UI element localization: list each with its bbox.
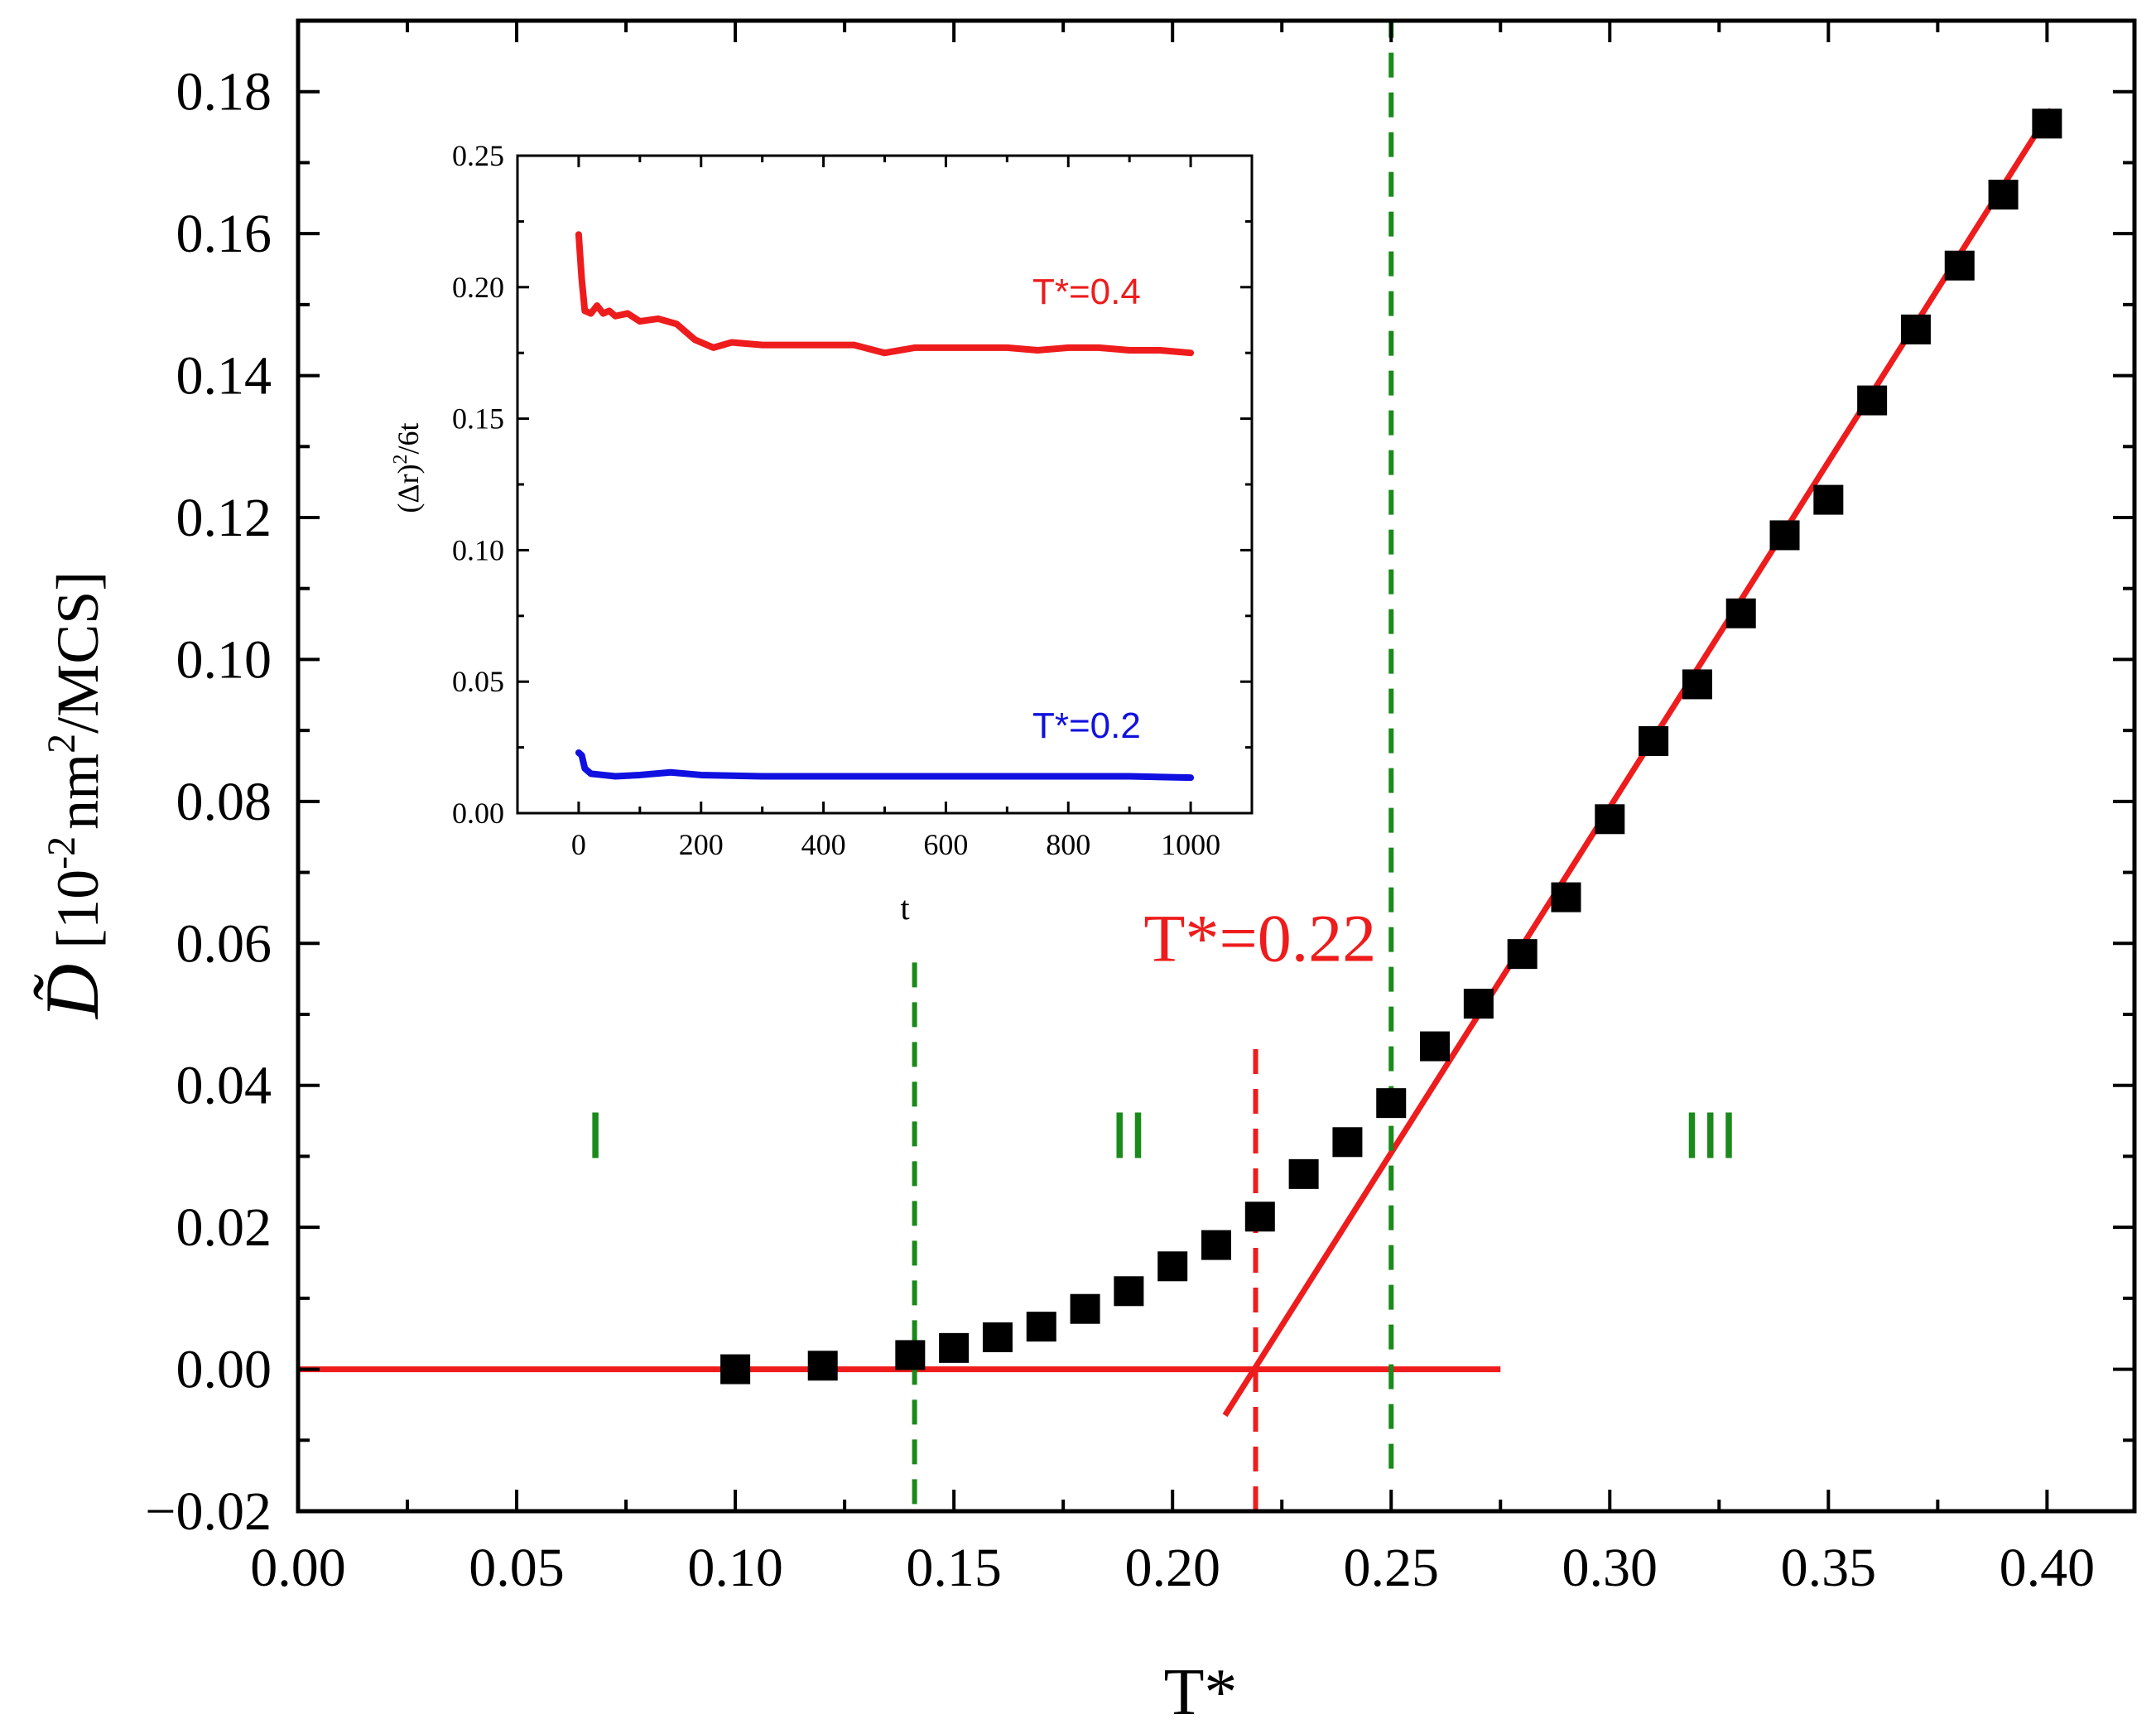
data-point: [1114, 1276, 1144, 1307]
inset-y-tick-label: 0.15: [452, 402, 504, 436]
data-point: [895, 1340, 926, 1370]
y-tick-label: 0.04: [176, 1056, 272, 1116]
inset-y-tick-label: 0.10: [452, 533, 504, 566]
inset-y-tick-label: 0.20: [452, 271, 504, 304]
threshold-annotation: T*=0.22: [1143, 901, 1376, 976]
data-point: [1944, 250, 1975, 281]
data-point: [939, 1332, 970, 1363]
x-tick-label: 0.25: [1343, 1538, 1439, 1598]
data-point: [1376, 1088, 1407, 1119]
data-point: [1463, 989, 1494, 1019]
x-tick-label: 0.30: [1562, 1538, 1658, 1598]
data-point: [1595, 804, 1625, 835]
main-chart-marks: T*=0.22I II III: [298, 21, 2062, 1511]
x-tick-label: 0.00: [250, 1538, 346, 1598]
data-point: [1244, 1202, 1275, 1232]
region-label-1: I: [586, 1099, 604, 1173]
y-tick-label: 0.16: [176, 204, 272, 264]
x-tick-label: 0.05: [469, 1538, 565, 1598]
inset-x-tick-label: 600: [923, 828, 968, 861]
inset-y-axis-label-exp: 2: [390, 454, 411, 464]
x-tick-label: 0.20: [1124, 1538, 1220, 1598]
inset-x-tick-label: 0: [571, 828, 586, 861]
inset-y-tick-label: 0.05: [452, 665, 504, 698]
fit-line-1: [1222, 108, 2054, 1418]
data-point: [720, 1354, 751, 1384]
inset-x-tick-label: 400: [801, 828, 846, 861]
y-tick-label: 0.12: [176, 488, 272, 548]
y-tick-label: 0.14: [176, 346, 272, 407]
main-chart-frame: 0.00 0.05 0.10 0.15 0.20 0.25 0.30 0.35 0.40 −0.0…: [145, 18, 2137, 1598]
y-axis-label-close: /MCS]: [45, 571, 111, 734]
y-tick-label: 0.00: [176, 1340, 272, 1400]
data-point: [1157, 1251, 1188, 1282]
data-point: [1639, 726, 1669, 756]
inset-y-tick-label: 0.00: [452, 797, 504, 830]
y-axis-label: D̃ [10-2 nm2/MCS]: [30, 571, 114, 1021]
y-tick-label: −0.02: [145, 1481, 272, 1542]
x-tick-label: 0.35: [1781, 1538, 1877, 1598]
inset-label-low-temp: T*=0.2: [1032, 705, 1141, 746]
data-point: [1769, 520, 1800, 551]
data-point: [2032, 108, 2062, 139]
y-axis-label-symbol: D̃: [30, 964, 114, 1020]
x-tick-label: 0.15: [906, 1538, 1002, 1598]
inset-x-axis-label: t: [900, 889, 909, 927]
inset-x-tick-label: 200: [679, 828, 724, 861]
data-point: [1857, 385, 1888, 416]
inset-y-axis-label: (Δr)2/6t: [390, 422, 425, 513]
inset-y-tick-label: 0.25: [452, 139, 504, 172]
data-point: [1725, 598, 1756, 628]
y-tick-label: 0.08: [176, 772, 272, 832]
y-axis-label-mid: nm: [45, 754, 111, 830]
inset-series-high-temp: [575, 231, 1195, 357]
data-point: [807, 1351, 838, 1381]
y-axis-label-exp2: 2: [40, 734, 84, 754]
data-point: [1682, 669, 1712, 700]
region-label-3: III: [1682, 1099, 1738, 1173]
inset-plot-frame: [516, 154, 1254, 815]
inset-chart: 0 200 400 600 800 1000 0.00 0.05 0.10 0.15 0.20 0.2…: [452, 139, 1254, 861]
x-axis-label: T*: [1164, 1656, 1238, 1724]
data-point: [1551, 882, 1581, 913]
data-point: [1332, 1127, 1363, 1158]
y-axis-label-open: [10: [45, 869, 111, 964]
data-point: [1507, 939, 1538, 970]
x-tick-label: 0.10: [687, 1538, 783, 1598]
inset-label-high-temp: T*=0.4: [1032, 272, 1141, 312]
y-tick-label: 0.18: [176, 62, 272, 123]
inset-x-tick-label: 1000: [1161, 828, 1220, 861]
y-axis-label-exp1: -2: [40, 836, 84, 869]
y-tick-label: 0.10: [176, 629, 272, 690]
data-point: [1988, 180, 2019, 209]
inset-x-tick-label: 800: [1046, 828, 1090, 861]
main-plot-frame: [296, 18, 2137, 1514]
data-point: [1201, 1230, 1231, 1260]
y-tick-label: 0.06: [176, 913, 272, 974]
region-label-2: II: [1110, 1099, 1147, 1173]
x-tick-label: 0.40: [2000, 1538, 2096, 1598]
data-point: [1026, 1312, 1056, 1342]
data-point: [1288, 1158, 1319, 1189]
inset-series-low-temp: [575, 749, 1195, 782]
data-point: [1420, 1031, 1451, 1062]
inset-y-axis-label-close: /6t: [392, 422, 425, 454]
data-point: [1813, 484, 1844, 515]
inset-y-axis-label-open: (Δr): [392, 464, 425, 513]
data-point: [1070, 1293, 1100, 1324]
y-tick-label: 0.02: [176, 1197, 272, 1258]
data-point: [982, 1322, 1013, 1352]
data-point: [1900, 314, 1931, 344]
